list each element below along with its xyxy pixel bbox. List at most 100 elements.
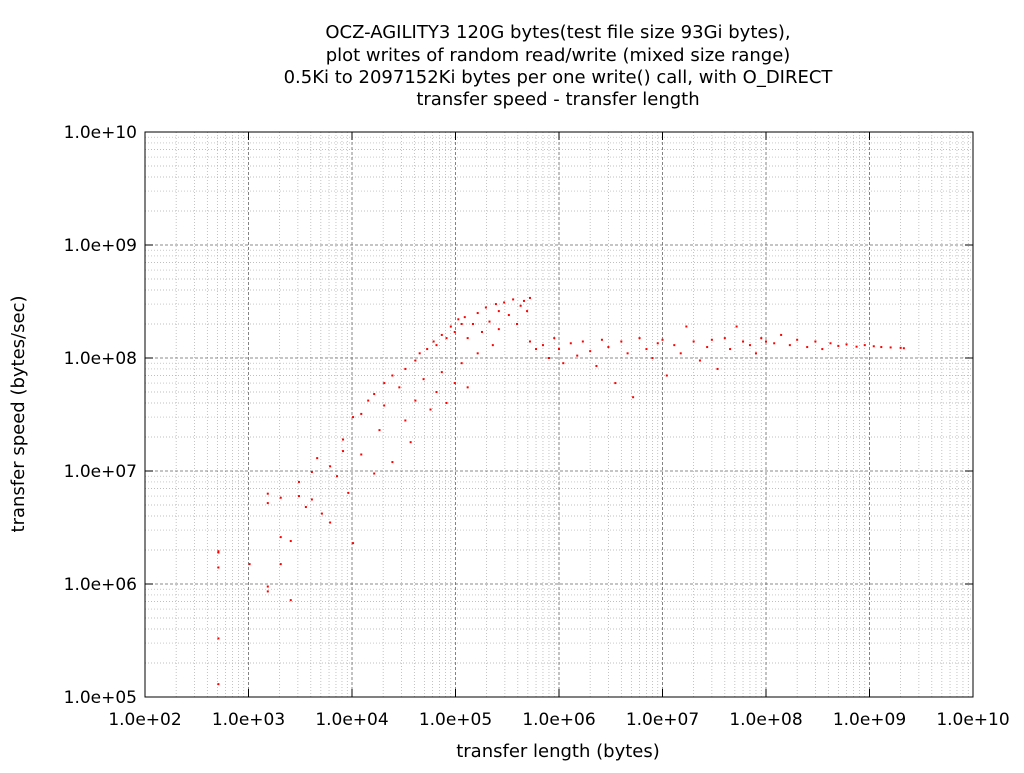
data-point bbox=[735, 325, 738, 328]
data-point bbox=[754, 352, 757, 355]
y-tick-label: 1.0e+10 bbox=[64, 123, 137, 143]
data-point bbox=[398, 386, 401, 389]
data-point bbox=[760, 337, 763, 340]
data-point bbox=[484, 306, 487, 309]
y-tick-label: 1.0e+08 bbox=[64, 349, 137, 369]
data-point bbox=[289, 599, 292, 602]
y-tick-label: 1.0e+09 bbox=[64, 236, 137, 256]
data-point bbox=[638, 337, 641, 340]
data-point bbox=[535, 348, 538, 351]
data-point bbox=[547, 357, 550, 359]
data-point bbox=[418, 352, 421, 355]
data-point bbox=[620, 340, 623, 343]
data-point bbox=[765, 340, 767, 343]
data-point bbox=[320, 512, 323, 515]
data-point bbox=[814, 340, 817, 343]
data-point bbox=[541, 344, 544, 347]
data-point bbox=[491, 344, 494, 347]
data-point bbox=[471, 322, 474, 325]
data-point bbox=[899, 346, 902, 349]
data-point bbox=[780, 333, 783, 336]
chart-title: OCZ-AGILITY3 120G bytes(test file size 9… bbox=[284, 22, 834, 110]
data-point bbox=[297, 495, 300, 498]
data-point bbox=[266, 585, 269, 588]
data-point bbox=[422, 378, 425, 381]
x-tick-label: 1.0e+04 bbox=[315, 710, 388, 730]
y-axis-ticks: 1.0e+05 1.0e+06 1.0e+07 1.0e+08 1.0e+09 1.0e+… bbox=[64, 123, 973, 708]
data-point bbox=[488, 320, 491, 323]
data-point bbox=[679, 352, 682, 355]
data-point bbox=[435, 344, 438, 347]
data-point bbox=[651, 357, 654, 359]
x-tick-label: 1.0e+10 bbox=[936, 710, 1009, 730]
data-point bbox=[706, 346, 709, 349]
data-point bbox=[316, 457, 319, 460]
data-point bbox=[553, 337, 556, 340]
data-point bbox=[661, 338, 664, 341]
data-point bbox=[457, 318, 460, 321]
data-point bbox=[526, 310, 529, 313]
data-point bbox=[632, 396, 635, 399]
data-point bbox=[378, 429, 381, 432]
data-point bbox=[360, 453, 363, 456]
data-point bbox=[480, 330, 483, 333]
data-point bbox=[600, 338, 603, 341]
data-point bbox=[788, 344, 791, 347]
data-point bbox=[217, 683, 220, 686]
data-point bbox=[453, 330, 456, 333]
data-point bbox=[821, 348, 824, 351]
data-point bbox=[595, 364, 598, 367]
data-point bbox=[466, 386, 469, 389]
data-point bbox=[391, 374, 394, 377]
x-tick-label: 1.0e+05 bbox=[419, 710, 492, 730]
data-point bbox=[266, 492, 269, 495]
data-point bbox=[806, 346, 809, 349]
data-point bbox=[310, 498, 313, 501]
data-point bbox=[614, 382, 617, 385]
y-tick-label: 1.0e+05 bbox=[64, 688, 137, 708]
data-point bbox=[383, 382, 386, 385]
x-axis-ticks: 1.0e+02 1.0e+03 1.0e+04 1.0e+05 1.0e+06 1.0e+… bbox=[108, 132, 1010, 730]
data-point bbox=[404, 367, 407, 370]
data-point bbox=[528, 296, 531, 299]
data-point bbox=[435, 391, 438, 394]
data-point bbox=[742, 340, 745, 343]
x-tick-label: 1.0e+09 bbox=[833, 710, 906, 730]
x-axis-label: transfer length (bytes) bbox=[456, 741, 660, 762]
data-point bbox=[310, 470, 313, 473]
data-point bbox=[558, 348, 560, 351]
grid bbox=[144, 131, 974, 698]
data-point bbox=[342, 438, 345, 441]
data-point bbox=[576, 354, 579, 357]
data-point bbox=[562, 362, 565, 365]
data-point bbox=[656, 342, 659, 345]
data-point bbox=[837, 344, 840, 347]
data-point bbox=[516, 322, 519, 325]
data-point bbox=[748, 344, 751, 347]
data-point bbox=[426, 348, 429, 351]
data-point bbox=[414, 359, 417, 362]
data-point bbox=[872, 345, 875, 348]
data-point bbox=[645, 348, 648, 351]
data-point bbox=[266, 502, 269, 505]
data-point bbox=[607, 346, 610, 349]
data-point bbox=[391, 461, 394, 464]
data-point bbox=[367, 399, 370, 402]
data-point bbox=[710, 338, 713, 341]
data-point bbox=[297, 480, 300, 483]
data-point bbox=[497, 328, 500, 331]
data-point bbox=[336, 475, 339, 478]
data-point bbox=[248, 563, 251, 566]
data-point bbox=[279, 536, 282, 539]
data-point bbox=[829, 342, 832, 345]
data-point bbox=[476, 312, 479, 315]
data-point bbox=[329, 465, 332, 468]
data-point bbox=[342, 450, 345, 453]
data-point bbox=[383, 404, 386, 407]
data-point bbox=[217, 550, 220, 553]
data-point bbox=[352, 416, 355, 419]
chart-title-line-4: transfer speed - transfer length bbox=[416, 89, 699, 110]
data-point bbox=[512, 298, 515, 301]
